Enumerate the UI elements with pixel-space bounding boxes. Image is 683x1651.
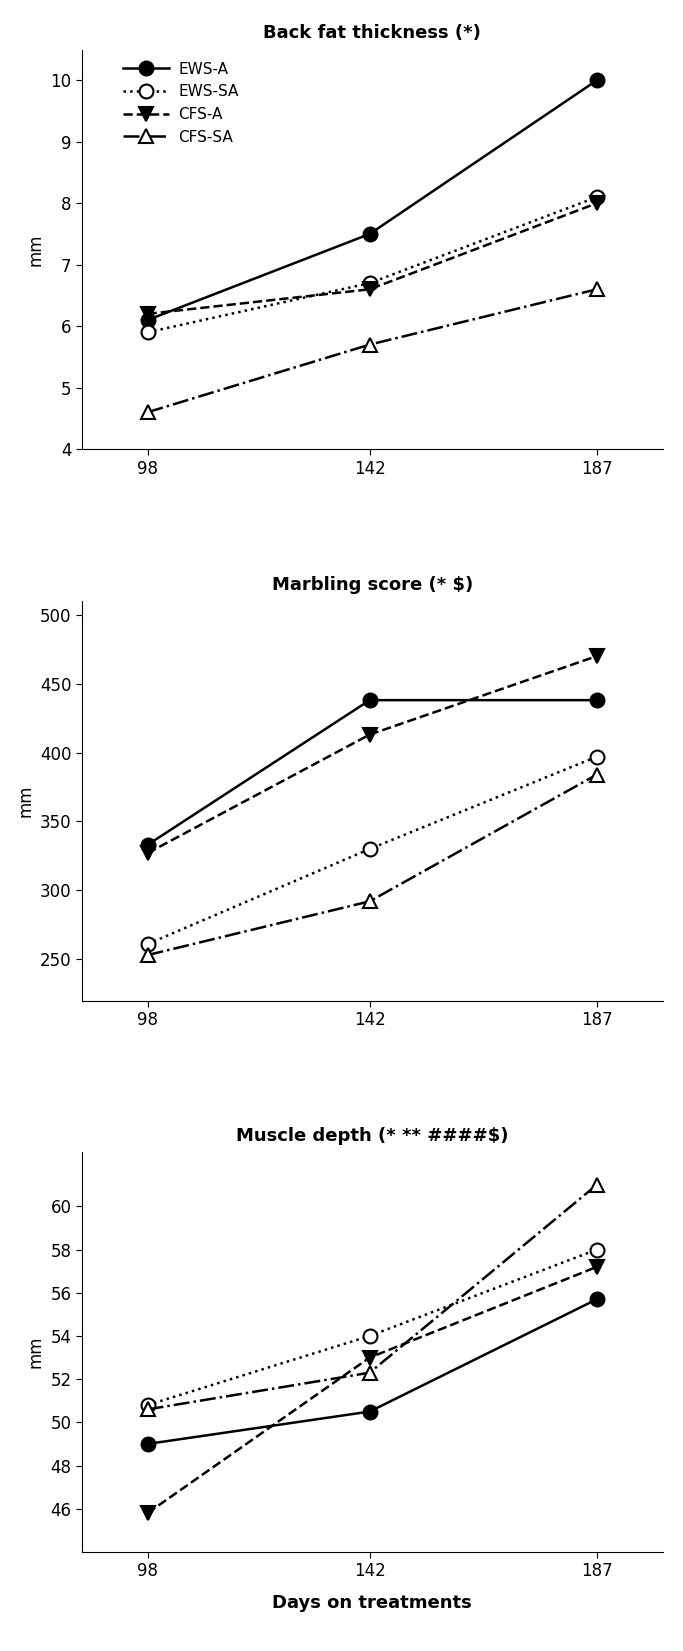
Title: Marbling score (* $): Marbling score (* $) [272,576,473,594]
Legend: EWS-A, EWS-SA, CFS-A, CFS-SA: EWS-A, EWS-SA, CFS-A, CFS-SA [119,58,243,149]
X-axis label: Days on treatments: Days on treatments [273,1595,472,1613]
Y-axis label: mm: mm [27,233,45,266]
Y-axis label: mm: mm [27,1336,45,1369]
Y-axis label: mm: mm [16,784,34,817]
Title: Muscle depth (* ** ####$): Muscle depth (* ** ####$) [236,1128,508,1146]
Title: Back fat thickness (*): Back fat thickness (*) [264,25,481,43]
